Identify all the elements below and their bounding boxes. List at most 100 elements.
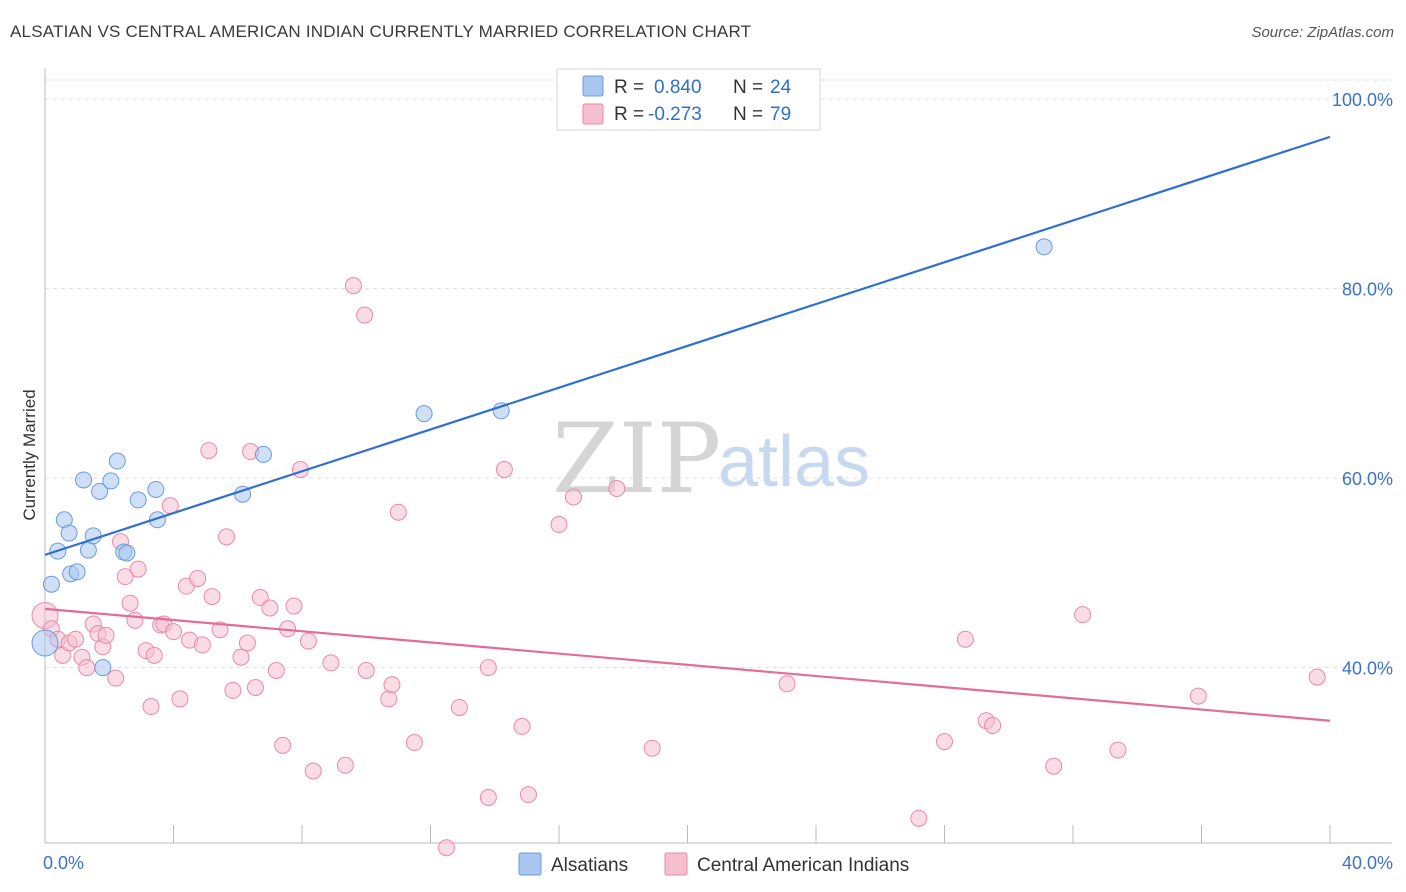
x-tick-label-0: 0.0% — [43, 853, 84, 873]
data-point-central-american-indians — [203, 588, 221, 606]
data-point-central-american-indians — [438, 839, 456, 857]
data-point-central-american-indians — [1045, 757, 1063, 775]
data-point-central-american-indians — [211, 621, 229, 639]
legend-n-label-1: N = — [733, 77, 763, 98]
data-point-central-american-indians — [357, 661, 375, 679]
data-point-central-american-indians — [267, 661, 285, 679]
data-point-central-american-indians — [519, 786, 537, 804]
data-point-central-american-indians — [479, 659, 497, 677]
data-point-central-american-indians — [129, 560, 147, 578]
y-axis-label: Currently Married — [20, 389, 39, 520]
data-point-central-american-indians — [218, 528, 236, 546]
data-point-central-american-indians — [165, 623, 182, 641]
data-point-central-american-indians — [479, 789, 497, 807]
data-point-central-american-indians — [389, 503, 407, 521]
legend-r-label-1: R = — [614, 77, 644, 98]
y-tick-label-2: 80.0% — [1342, 280, 1393, 300]
legend-swatch-alsatians — [582, 75, 604, 97]
legend-swatch-central-american-indians — [582, 103, 604, 125]
data-point-central-american-indians — [778, 675, 796, 693]
data-point-central-american-indians — [643, 739, 661, 757]
legend-n-value-1: 24 — [770, 77, 792, 98]
data-point-alsatians — [254, 445, 272, 463]
data-point-central-american-indians — [97, 626, 115, 644]
data-point-alsatians — [60, 524, 78, 542]
legend-r-value-2: -0.273 — [648, 104, 702, 125]
grid-lines — [45, 79, 1392, 669]
data-point-central-american-indians — [232, 648, 250, 666]
data-point-alsatians — [108, 452, 126, 470]
data-point-alsatians — [415, 405, 433, 423]
data-point-central-american-indians — [495, 461, 513, 479]
series-central-american-indians — [31, 277, 1326, 857]
data-point-central-american-indians — [910, 809, 928, 827]
trend-line-central-american-indians — [44, 607, 1331, 722]
data-point-central-american-indians — [274, 736, 292, 754]
data-point-central-american-indians — [171, 690, 189, 708]
tick-labels: 40.0% 60.0% 80.0% 100.0% 0.0% 40.0% — [43, 90, 1393, 873]
data-point-central-american-indians — [356, 306, 374, 324]
data-point-alsatians — [1035, 238, 1053, 256]
data-point-central-american-indians — [67, 630, 85, 648]
data-point-central-american-indians — [956, 630, 974, 648]
data-point-central-american-indians — [116, 568, 134, 586]
data-point-central-american-indians — [383, 676, 401, 694]
data-point-central-american-indians — [344, 277, 362, 295]
legend-n-label-2: N = — [733, 104, 763, 125]
data-point-central-american-indians — [322, 654, 340, 672]
series-alsatians — [31, 238, 1053, 677]
data-point-central-american-indians — [450, 698, 468, 716]
data-point-central-american-indians — [380, 690, 398, 708]
data-point-central-american-indians — [261, 599, 279, 617]
bottom-legend-swatch-alsatians — [518, 852, 542, 876]
data-point-central-american-indians — [1109, 741, 1127, 759]
data-point-alsatians — [118, 544, 136, 562]
data-point-central-american-indians — [1189, 687, 1207, 705]
bottom-legend-swatch-central-american-indians — [664, 852, 688, 876]
axes — [44, 68, 1392, 844]
watermark: ZIP atlas — [552, 403, 870, 515]
data-point-central-american-indians — [336, 756, 354, 774]
bottom-legend-label-alsatians: Alsatians — [551, 855, 628, 876]
data-point-central-american-indians — [193, 636, 211, 654]
data-point-central-american-indians — [224, 681, 242, 699]
trend-lines — [44, 135, 1331, 722]
data-point-central-american-indians — [564, 488, 582, 506]
y-tick-label-3: 100.0% — [1332, 90, 1393, 110]
bottom-legend-label-central-american-indians: Central American Indians — [697, 855, 909, 876]
data-point-central-american-indians — [78, 659, 96, 677]
trend-line-alsatians — [44, 135, 1331, 556]
legend: R = 0.840 N = 24 R = -0.273 N = 79 — [556, 68, 821, 131]
legend-r-value-1: 0.840 — [654, 77, 702, 98]
legend-n-value-2: 79 — [770, 104, 791, 125]
data-point-central-american-indians — [251, 589, 269, 607]
data-point-alsatians — [91, 482, 109, 500]
data-point-central-american-indians — [145, 646, 163, 664]
y-tick-label-0: 40.0% — [1342, 659, 1393, 679]
bottom-legend: Alsatians Central American Indians — [518, 852, 909, 876]
data-point-alsatians — [94, 659, 112, 677]
data-point-alsatians — [31, 629, 59, 657]
chart-title: ALSATIAN VS CENTRAL AMERICAN INDIAN CURR… — [10, 22, 752, 41]
data-point-central-american-indians — [142, 698, 160, 716]
data-point-alsatians — [68, 563, 86, 581]
data-point-central-american-indians — [200, 442, 218, 460]
data-point-central-american-indians — [405, 734, 423, 752]
data-point-central-american-indians — [1308, 668, 1326, 686]
data-point-central-american-indians — [126, 611, 144, 629]
legend-r-label-2: R = — [614, 104, 644, 125]
data-point-central-american-indians — [608, 480, 626, 498]
data-point-central-american-indians — [299, 632, 317, 650]
y-tick-label-1: 60.0% — [1342, 469, 1393, 489]
data-point-alsatians — [42, 575, 60, 593]
data-point-alsatians — [75, 471, 93, 489]
data-point-alsatians — [102, 472, 120, 490]
data-point-central-american-indians — [189, 570, 207, 588]
data-point-central-american-indians — [1074, 606, 1092, 624]
data-point-central-american-indians — [304, 762, 322, 780]
data-point-central-american-indians — [285, 597, 303, 615]
x-tick-label-1: 40.0% — [1342, 853, 1393, 873]
watermark-atlas: atlas — [718, 422, 870, 502]
data-point-alsatians — [147, 480, 165, 498]
